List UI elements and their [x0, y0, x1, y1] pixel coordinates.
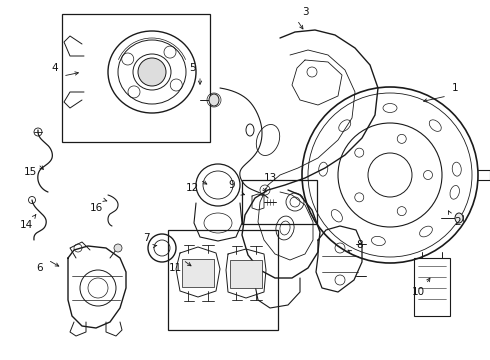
Text: 12: 12 [185, 183, 198, 193]
Text: 6: 6 [37, 263, 43, 273]
Ellipse shape [455, 213, 463, 223]
Text: 15: 15 [24, 167, 37, 177]
Bar [182, 259, 214, 287]
Bar [230, 260, 262, 288]
Text: 8: 8 [357, 240, 363, 250]
Text: 7: 7 [143, 233, 149, 243]
Text: 4: 4 [51, 63, 58, 73]
Circle shape [138, 58, 166, 86]
Text: 2: 2 [455, 217, 461, 227]
Text: 11: 11 [169, 263, 182, 273]
Bar [242, 180, 317, 224]
Text: 3: 3 [302, 7, 308, 17]
Text: 5: 5 [189, 63, 196, 73]
Text: 10: 10 [412, 287, 424, 297]
Text: 16: 16 [89, 203, 102, 213]
Text: 1: 1 [452, 83, 458, 93]
Bar [62, 14, 210, 142]
Ellipse shape [209, 94, 219, 106]
Bar [168, 230, 278, 330]
Circle shape [114, 244, 122, 252]
Text: 13: 13 [264, 173, 277, 183]
Bar [414, 258, 450, 316]
Text: 9: 9 [229, 180, 235, 190]
Text: 14: 14 [20, 220, 33, 230]
